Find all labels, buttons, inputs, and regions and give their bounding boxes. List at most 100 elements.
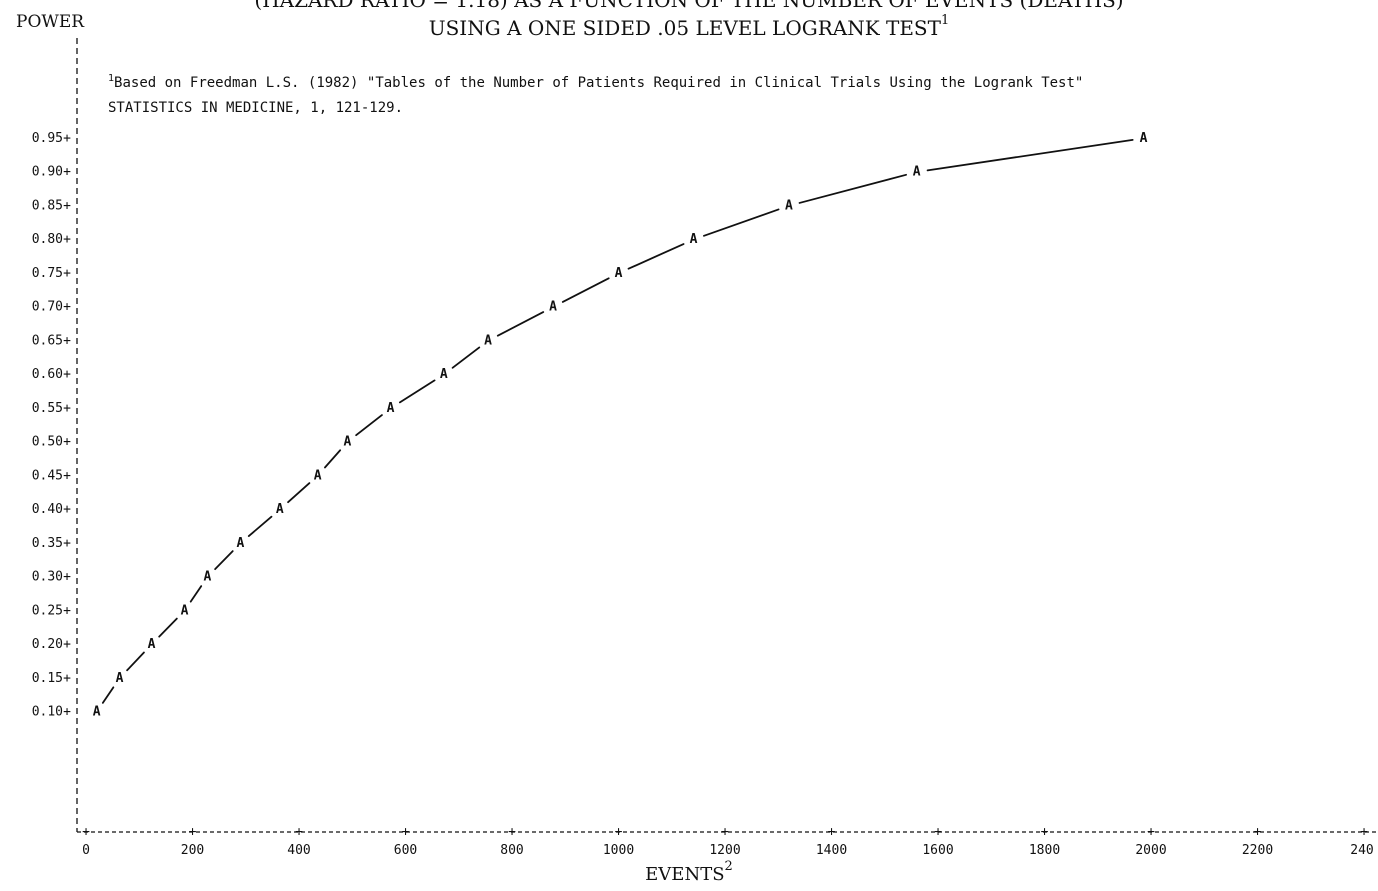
- x-axis-label-text: EVENTS: [645, 864, 725, 885]
- x-tick-label: 2000: [1135, 843, 1166, 858]
- data-point-marker: A: [387, 401, 395, 416]
- y-tick-label: 0.75: [32, 266, 63, 281]
- data-point-marker: A: [690, 232, 698, 247]
- footnote-marker: 1: [108, 73, 115, 84]
- curve-segment: [398, 379, 436, 404]
- data-point-marker: A: [314, 468, 322, 483]
- x-tick-mark: +: [1360, 825, 1368, 840]
- x-axis-label: EVENTS2: [0, 859, 1378, 885]
- x-tick-label: 200: [181, 843, 204, 858]
- x-tick-label: 800: [500, 843, 523, 858]
- x-tick-label: 0: [82, 843, 90, 858]
- x-tick-mark: +: [508, 825, 516, 840]
- data-point-marker: A: [913, 165, 921, 180]
- y-tick-label: 0.55: [32, 401, 63, 416]
- data-point-marker: A: [785, 198, 793, 213]
- y-tick-mark: +: [63, 502, 71, 517]
- x-tick-mark: +: [82, 825, 90, 840]
- y-tick-mark: +: [63, 603, 71, 618]
- y-tick-mark: +: [63, 333, 71, 348]
- x-tick-mark: +: [1254, 825, 1262, 840]
- data-point-marker: A: [440, 367, 448, 382]
- x-tick-label: 1400: [816, 843, 847, 858]
- curve-segment: [324, 449, 342, 469]
- x-tick-mark: +: [1147, 825, 1155, 840]
- x-tick-label: 400: [287, 843, 310, 858]
- curve-segment: [101, 686, 115, 704]
- curve-segment: [189, 585, 203, 603]
- chart-title-line1: (HAZARD RATIO = 1.18) AS A FUNCTION OF T…: [0, 0, 1378, 12]
- y-tick-mark: +: [63, 198, 71, 213]
- data-point-marker: A: [181, 603, 189, 618]
- y-axis-label: POWER: [16, 12, 85, 32]
- curve-segment: [451, 346, 481, 369]
- curve-segment: [126, 651, 145, 672]
- x-tick-mark: +: [1041, 825, 1049, 840]
- data-point-marker: A: [1140, 131, 1148, 146]
- footnote-line2: STATISTICS IN MEDICINE, 1, 121-129.: [108, 100, 404, 116]
- y-tick-label: 0.10: [32, 705, 63, 720]
- x-axis-footnote-ref: 2: [724, 859, 733, 874]
- y-tick-label: 0.20: [32, 637, 63, 652]
- data-point-marker: A: [549, 300, 557, 315]
- curve-segment: [926, 138, 1134, 172]
- y-tick-label: 0.90: [32, 165, 63, 180]
- data-point-marker: A: [203, 570, 211, 585]
- y-tick-label: 0.35: [32, 536, 63, 551]
- x-tick-label: 1000: [603, 843, 634, 858]
- y-tick-label: 0.85: [32, 198, 63, 213]
- curve-segment: [561, 277, 610, 303]
- curve-segment: [287, 482, 311, 504]
- curve-segment: [798, 173, 907, 204]
- y-tick-mark: +: [63, 131, 71, 146]
- chart-title-line2: USING A ONE SIDED .05 LEVEL LOGRANK TEST…: [0, 13, 1378, 40]
- data-point-marker: A: [93, 705, 101, 720]
- curve-segment: [247, 515, 273, 537]
- y-tick-label: 0.65: [32, 333, 63, 348]
- chart-title-line1-text: (HAZARD RATIO = 1.18) AS A FUNCTION OF T…: [254, 0, 1124, 12]
- y-tick-label: 0.30: [32, 570, 63, 585]
- y-tick-mark: +: [63, 266, 71, 281]
- y-tick-mark: +: [63, 468, 71, 483]
- y-tick-mark: +: [63, 232, 71, 247]
- data-point-marker: A: [148, 637, 156, 652]
- x-tick-mark: +: [295, 825, 303, 840]
- data-point-marker: A: [116, 671, 124, 686]
- x-tick-mark: +: [615, 825, 623, 840]
- x-tick-label: 1800: [1029, 843, 1060, 858]
- curve-segment: [496, 311, 545, 337]
- curve-segment: [703, 208, 780, 237]
- y-tick-mark: +: [63, 570, 71, 585]
- x-tick-mark: +: [402, 825, 410, 840]
- footnote-line1: 1Based on Freedman L.S. (1982) "Tables o…: [108, 73, 1084, 91]
- data-point-marker: A: [344, 435, 352, 450]
- footnote-line1-text: Based on Freedman L.S. (1982) "Tables of…: [114, 75, 1084, 91]
- y-tick-label: 0.50: [32, 435, 63, 450]
- curve-segment: [627, 243, 685, 270]
- data-point-marker: A: [276, 502, 284, 517]
- y-tick-mark: +: [63, 165, 71, 180]
- y-tick-label: 0.95: [32, 131, 63, 146]
- curve-segment: [158, 617, 178, 638]
- y-tick-mark: +: [63, 435, 71, 450]
- x-tick-label: 600: [394, 843, 417, 858]
- y-tick-label: 0.80: [32, 232, 63, 247]
- y-tick-mark: +: [63, 637, 71, 652]
- data-point-marker: A: [615, 266, 623, 281]
- data-point-marker: A: [484, 333, 492, 348]
- y-tick-label: 0.45: [32, 468, 63, 483]
- curve-segment: [214, 550, 234, 571]
- curve-segment: [355, 414, 383, 437]
- data-point-marker: A: [237, 536, 245, 551]
- x-tick-mark: +: [721, 825, 729, 840]
- y-tick-label: 0.15: [32, 671, 63, 686]
- x-tick-label: 1200: [709, 843, 740, 858]
- x-tick-mark: +: [189, 825, 197, 840]
- y-tick-label: 0.25: [32, 603, 63, 618]
- title-footnote-ref: 1: [940, 13, 950, 29]
- chart-title-line2-text: USING A ONE SIDED .05 LEVEL LOGRANK TEST: [428, 16, 941, 40]
- x-tick-mark: +: [934, 825, 942, 840]
- y-tick-mark: +: [63, 536, 71, 551]
